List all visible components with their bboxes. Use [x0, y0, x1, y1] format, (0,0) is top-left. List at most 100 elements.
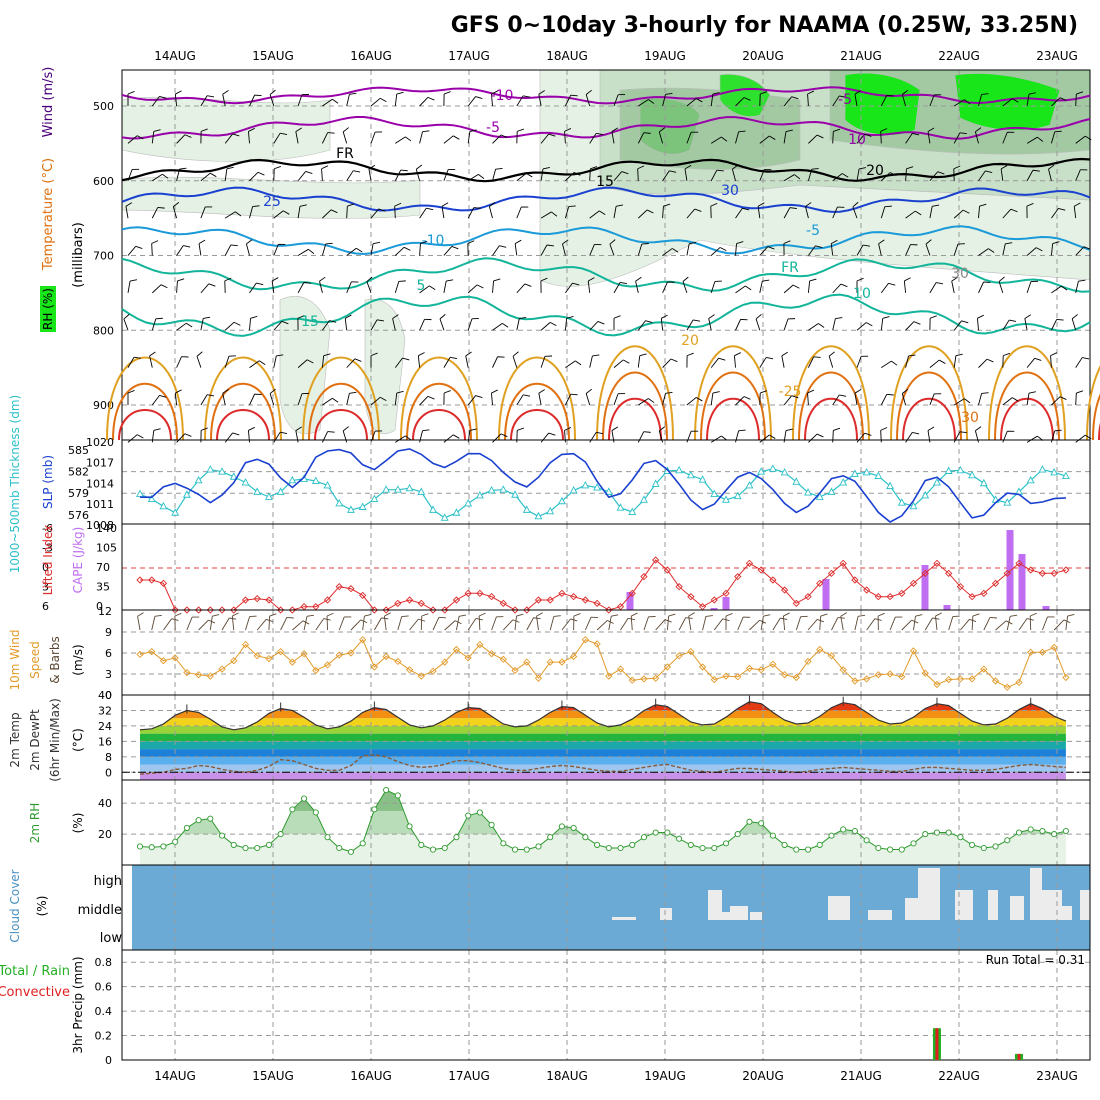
wind-barb-flag: [663, 203, 671, 207]
wind-barb: [366, 281, 372, 294]
rh-point: [347, 848, 355, 855]
temp-tick-label: 24: [98, 720, 112, 733]
wind-barb-flag: [718, 357, 726, 361]
wind-barb-flag: [208, 283, 216, 287]
lifted-index-point: [745, 559, 754, 567]
run-total-label: Run Total = 0.31: [986, 953, 1085, 967]
wind-barb: [562, 243, 566, 256]
wind-barb: [759, 357, 767, 368]
wind-barb: [200, 318, 204, 331]
wind-barb: [929, 393, 935, 406]
wind-barb: [953, 132, 961, 144]
date-label-bottom: 15AUG: [252, 1069, 294, 1083]
wind-barb: [608, 616, 612, 631]
wind-barb-flag: [450, 356, 458, 359]
wind-speed-point: [230, 657, 238, 665]
cape-bar: [822, 579, 830, 610]
wind-barb-flag: [252, 205, 260, 207]
cape-bar: [1042, 606, 1050, 610]
rh-point: [793, 846, 800, 853]
rh-point: [1004, 837, 1011, 844]
wind-barb: [637, 431, 645, 443]
wind-barb: [342, 430, 348, 443]
wind-barb-flag: [684, 164, 692, 170]
lifted-index-point: [464, 589, 472, 597]
wind-speed-point: [722, 672, 730, 680]
wind-barb: [832, 318, 836, 331]
cape-tick-label: 35: [96, 581, 110, 594]
wind-barb-flag: [283, 210, 290, 215]
rh-point: [582, 834, 589, 841]
wind-barb: [564, 206, 570, 219]
cloud-background: [132, 865, 1090, 950]
wind-barb-flag: [248, 426, 255, 431]
wind-barb: [249, 171, 259, 182]
wind-barb: [516, 173, 527, 182]
lifted-index-point: [663, 566, 672, 574]
temperature-axis-label: Temperature (°C): [41, 158, 56, 271]
wind-barb: [419, 97, 429, 107]
wind-barb-flag: [831, 239, 838, 244]
thickness-point: [218, 467, 226, 475]
wind-barb-flag: [230, 244, 238, 247]
wind-barb-flag: [816, 433, 824, 438]
wind-barb-flag: [349, 92, 357, 95]
wind-barb-flag: [573, 172, 581, 176]
precip-panel: 0.8 0.6 0.4 0.2 0 Run Total = 0.31: [95, 949, 1091, 1067]
wind-barb-flag: [549, 321, 557, 327]
wind-barb: [151, 131, 155, 144]
wind-barb: [658, 131, 664, 144]
rh-point: [465, 812, 472, 819]
wind-barb-flag: [915, 614, 923, 617]
wind-barb-flag: [862, 244, 870, 247]
wind-barb: [370, 396, 381, 406]
wind-barb: [540, 432, 550, 443]
wind-barb-flag: [989, 616, 997, 619]
wind-barb: [394, 94, 398, 107]
wind-barb: [905, 321, 915, 331]
lifted-index-point: [640, 573, 648, 581]
wind-barb-flag: [1056, 319, 1064, 321]
wind-barb-flag: [467, 240, 475, 244]
wind-barb: [852, 206, 858, 219]
thickness-point: [159, 501, 168, 510]
wind-barb: [419, 243, 421, 256]
wind-barb: [828, 356, 834, 368]
temp-band: [140, 718, 1066, 726]
wind-barb: [783, 318, 789, 331]
wind-barb: [492, 322, 503, 331]
li-tick-label: -3: [42, 542, 53, 555]
wind-barb-flag: [648, 99, 655, 104]
precip-panel-frame: [121, 949, 1091, 1061]
thickness-point: [804, 488, 812, 496]
precip-convective-bar: [935, 1028, 939, 1060]
wind-barb: [540, 322, 551, 331]
wind-speed-point: [757, 666, 765, 674]
wind-barb-flag: [927, 426, 935, 431]
wind-barb-flag: [932, 204, 940, 207]
wind-barb: [613, 206, 617, 219]
thickness-point: [581, 480, 590, 489]
rh-point: [828, 832, 835, 839]
wind-barb: [280, 617, 288, 631]
rh-point: [933, 829, 941, 836]
wind-axis-label: Wind (m/s): [41, 67, 56, 138]
cloud-block: [930, 868, 940, 920]
wind-speed-point: [487, 650, 496, 658]
wind-barb-flag: [708, 314, 715, 319]
wind-barb-flag: [297, 315, 305, 319]
wind-barb: [983, 617, 991, 631]
contour-label: -5: [806, 223, 820, 239]
wind-barb-flag: [1061, 285, 1068, 291]
wind-speed-point: [452, 645, 461, 654]
wind-barb: [1050, 131, 1056, 144]
wind-barb: [832, 283, 842, 294]
wind-barb: [273, 321, 283, 331]
cloud-block: [1010, 896, 1024, 920]
thickness-point: [1026, 475, 1035, 484]
wind-barb: [927, 131, 931, 144]
lifted-index-point: [183, 606, 191, 614]
wind-speed-point: [593, 640, 601, 648]
wind-barb-flag: [232, 133, 240, 137]
wind-barb: [200, 394, 208, 406]
